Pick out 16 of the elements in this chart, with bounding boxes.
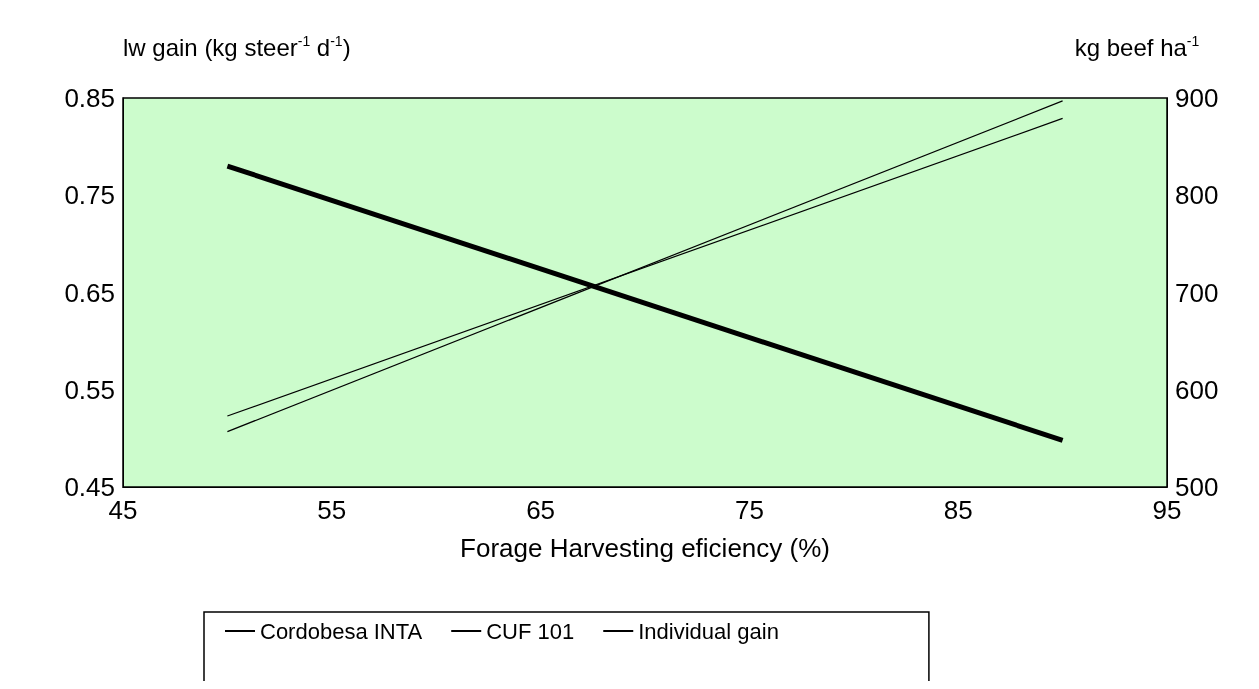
y-tick-label: 0.55 bbox=[64, 374, 115, 405]
x-tick-label: 65 bbox=[526, 495, 556, 525]
legend-label: CUF 101 bbox=[486, 618, 575, 644]
y-tick-label: 0.65 bbox=[64, 277, 115, 308]
x-tick-label: 55 bbox=[317, 495, 347, 525]
y2-tick-label: 800 bbox=[1175, 180, 1219, 211]
y-tick-label: 0.85 bbox=[64, 83, 115, 113]
legend-label: Individual gain bbox=[638, 618, 779, 644]
legend-label: Cordobesa INTA bbox=[260, 618, 423, 644]
y2-tick-label: 600 bbox=[1175, 374, 1219, 405]
x-axis-title: Forage Harvesting eficiency (%) bbox=[460, 533, 830, 563]
y2-tick-label: 900 bbox=[1175, 83, 1219, 113]
y2-tick-label: 700 bbox=[1175, 277, 1219, 308]
y-tick-label: 0.75 bbox=[64, 180, 115, 211]
x-tick-label: 85 bbox=[943, 495, 973, 525]
x-tick-label: 75 bbox=[734, 495, 764, 525]
